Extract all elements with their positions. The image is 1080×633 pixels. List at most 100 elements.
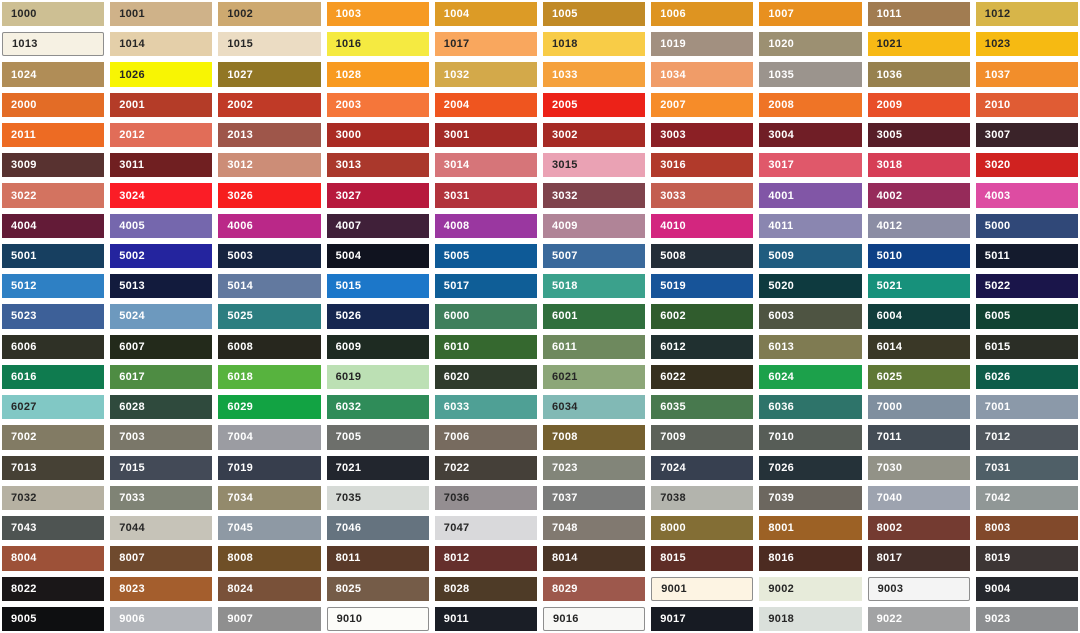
swatch-2007[interactable]: 2007 [651, 92, 754, 117]
swatch-7031[interactable]: 7031 [975, 455, 1078, 480]
swatch-3001[interactable]: 3001 [434, 122, 537, 148]
swatch-6000[interactable]: 6000 [434, 304, 537, 329]
swatch-8008[interactable]: 8008 [218, 546, 321, 571]
swatch-6019[interactable]: 6019 [326, 364, 429, 390]
swatch-7008[interactable]: 7008 [542, 425, 646, 450]
swatch-8007[interactable]: 8007 [110, 546, 213, 571]
swatch-7010[interactable]: 7010 [759, 425, 862, 450]
swatch-1002[interactable]: 1002 [218, 2, 321, 27]
swatch-8000[interactable]: 8000 [651, 516, 754, 541]
swatch-2002[interactable]: 2002 [218, 92, 321, 117]
swatch-6035[interactable]: 6035 [651, 395, 754, 420]
swatch-1027[interactable]: 1027 [218, 62, 321, 87]
swatch-5005[interactable]: 5005 [434, 243, 537, 269]
swatch-1017[interactable]: 1017 [434, 32, 537, 57]
swatch-1003[interactable]: 1003 [326, 2, 429, 27]
swatch-7035[interactable]: 7035 [326, 485, 429, 511]
swatch-9010[interactable]: 9010 [326, 606, 429, 631]
swatch-8016[interactable]: 8016 [759, 546, 862, 571]
swatch-4004[interactable]: 4004 [2, 213, 105, 238]
swatch-1021[interactable]: 1021 [867, 32, 970, 57]
swatch-7037[interactable]: 7037 [542, 485, 646, 511]
swatch-9023[interactable]: 9023 [975, 606, 1078, 631]
swatch-9022[interactable]: 9022 [867, 606, 970, 631]
swatch-1013[interactable]: 1013 [2, 32, 105, 57]
swatch-6012[interactable]: 6012 [651, 334, 754, 359]
swatch-2001[interactable]: 2001 [110, 92, 213, 117]
swatch-3004[interactable]: 3004 [759, 122, 862, 148]
swatch-4001[interactable]: 4001 [759, 183, 862, 208]
swatch-4012[interactable]: 4012 [867, 213, 970, 238]
swatch-8001[interactable]: 8001 [759, 516, 862, 541]
swatch-5010[interactable]: 5010 [867, 243, 970, 269]
swatch-4011[interactable]: 4011 [759, 213, 862, 238]
swatch-6021[interactable]: 6021 [542, 364, 646, 390]
swatch-3002[interactable]: 3002 [542, 122, 646, 148]
swatch-2009[interactable]: 2009 [867, 92, 970, 117]
swatch-3015[interactable]: 3015 [542, 153, 646, 178]
swatch-9003[interactable]: 9003 [867, 576, 970, 601]
swatch-1007[interactable]: 1007 [759, 2, 862, 27]
swatch-4005[interactable]: 4005 [110, 213, 213, 238]
swatch-6015[interactable]: 6015 [975, 334, 1078, 359]
swatch-3014[interactable]: 3014 [434, 153, 537, 178]
swatch-6008[interactable]: 6008 [218, 334, 321, 359]
swatch-8019[interactable]: 8019 [975, 546, 1078, 571]
swatch-6036[interactable]: 6036 [759, 395, 862, 420]
swatch-3012[interactable]: 3012 [218, 153, 321, 178]
swatch-8014[interactable]: 8014 [542, 546, 646, 571]
swatch-6029[interactable]: 6029 [218, 395, 321, 420]
swatch-6011[interactable]: 6011 [542, 334, 646, 359]
swatch-5009[interactable]: 5009 [759, 243, 862, 269]
swatch-7048[interactable]: 7048 [542, 516, 646, 541]
swatch-7036[interactable]: 7036 [434, 485, 537, 511]
swatch-7012[interactable]: 7012 [975, 425, 1078, 450]
swatch-4009[interactable]: 4009 [542, 213, 646, 238]
swatch-5008[interactable]: 5008 [651, 243, 754, 269]
swatch-5002[interactable]: 5002 [110, 243, 213, 269]
swatch-3005[interactable]: 3005 [867, 122, 970, 148]
swatch-8004[interactable]: 8004 [2, 546, 105, 571]
swatch-6006[interactable]: 6006 [2, 334, 105, 359]
swatch-7046[interactable]: 7046 [326, 516, 429, 541]
swatch-4010[interactable]: 4010 [651, 213, 754, 238]
swatch-7034[interactable]: 7034 [218, 485, 321, 511]
swatch-7003[interactable]: 7003 [110, 425, 213, 450]
swatch-3022[interactable]: 3022 [2, 183, 105, 208]
swatch-3000[interactable]: 3000 [326, 122, 429, 148]
swatch-5025[interactable]: 5025 [218, 304, 321, 329]
swatch-3003[interactable]: 3003 [651, 122, 754, 148]
swatch-9011[interactable]: 9011 [434, 606, 537, 631]
swatch-6009[interactable]: 6009 [326, 334, 429, 359]
swatch-5022[interactable]: 5022 [975, 274, 1078, 299]
swatch-6033[interactable]: 6033 [434, 395, 537, 420]
swatch-1014[interactable]: 1014 [110, 32, 213, 57]
swatch-9017[interactable]: 9017 [651, 606, 754, 631]
swatch-7002[interactable]: 7002 [2, 425, 105, 450]
swatch-6005[interactable]: 6005 [975, 304, 1078, 329]
swatch-1018[interactable]: 1018 [542, 32, 646, 57]
swatch-7047[interactable]: 7047 [434, 516, 537, 541]
swatch-7033[interactable]: 7033 [110, 485, 213, 511]
swatch-6018[interactable]: 6018 [218, 364, 321, 390]
swatch-8029[interactable]: 8029 [542, 576, 646, 601]
swatch-9006[interactable]: 9006 [110, 606, 213, 631]
swatch-5018[interactable]: 5018 [542, 274, 646, 299]
swatch-5001[interactable]: 5001 [2, 243, 105, 269]
swatch-6027[interactable]: 6027 [2, 395, 105, 420]
swatch-4007[interactable]: 4007 [326, 213, 429, 238]
swatch-8017[interactable]: 8017 [867, 546, 970, 571]
swatch-7001[interactable]: 7001 [975, 395, 1078, 420]
swatch-6003[interactable]: 6003 [759, 304, 862, 329]
swatch-6034[interactable]: 6034 [542, 395, 646, 420]
swatch-3009[interactable]: 3009 [2, 153, 105, 178]
swatch-7022[interactable]: 7022 [434, 455, 537, 480]
swatch-5007[interactable]: 5007 [542, 243, 646, 269]
swatch-5014[interactable]: 5014 [218, 274, 321, 299]
swatch-1035[interactable]: 1035 [759, 62, 862, 87]
swatch-2010[interactable]: 2010 [975, 92, 1078, 117]
swatch-8002[interactable]: 8002 [867, 516, 970, 541]
swatch-5013[interactable]: 5013 [110, 274, 213, 299]
swatch-3027[interactable]: 3027 [326, 183, 429, 208]
swatch-1034[interactable]: 1034 [651, 62, 754, 87]
